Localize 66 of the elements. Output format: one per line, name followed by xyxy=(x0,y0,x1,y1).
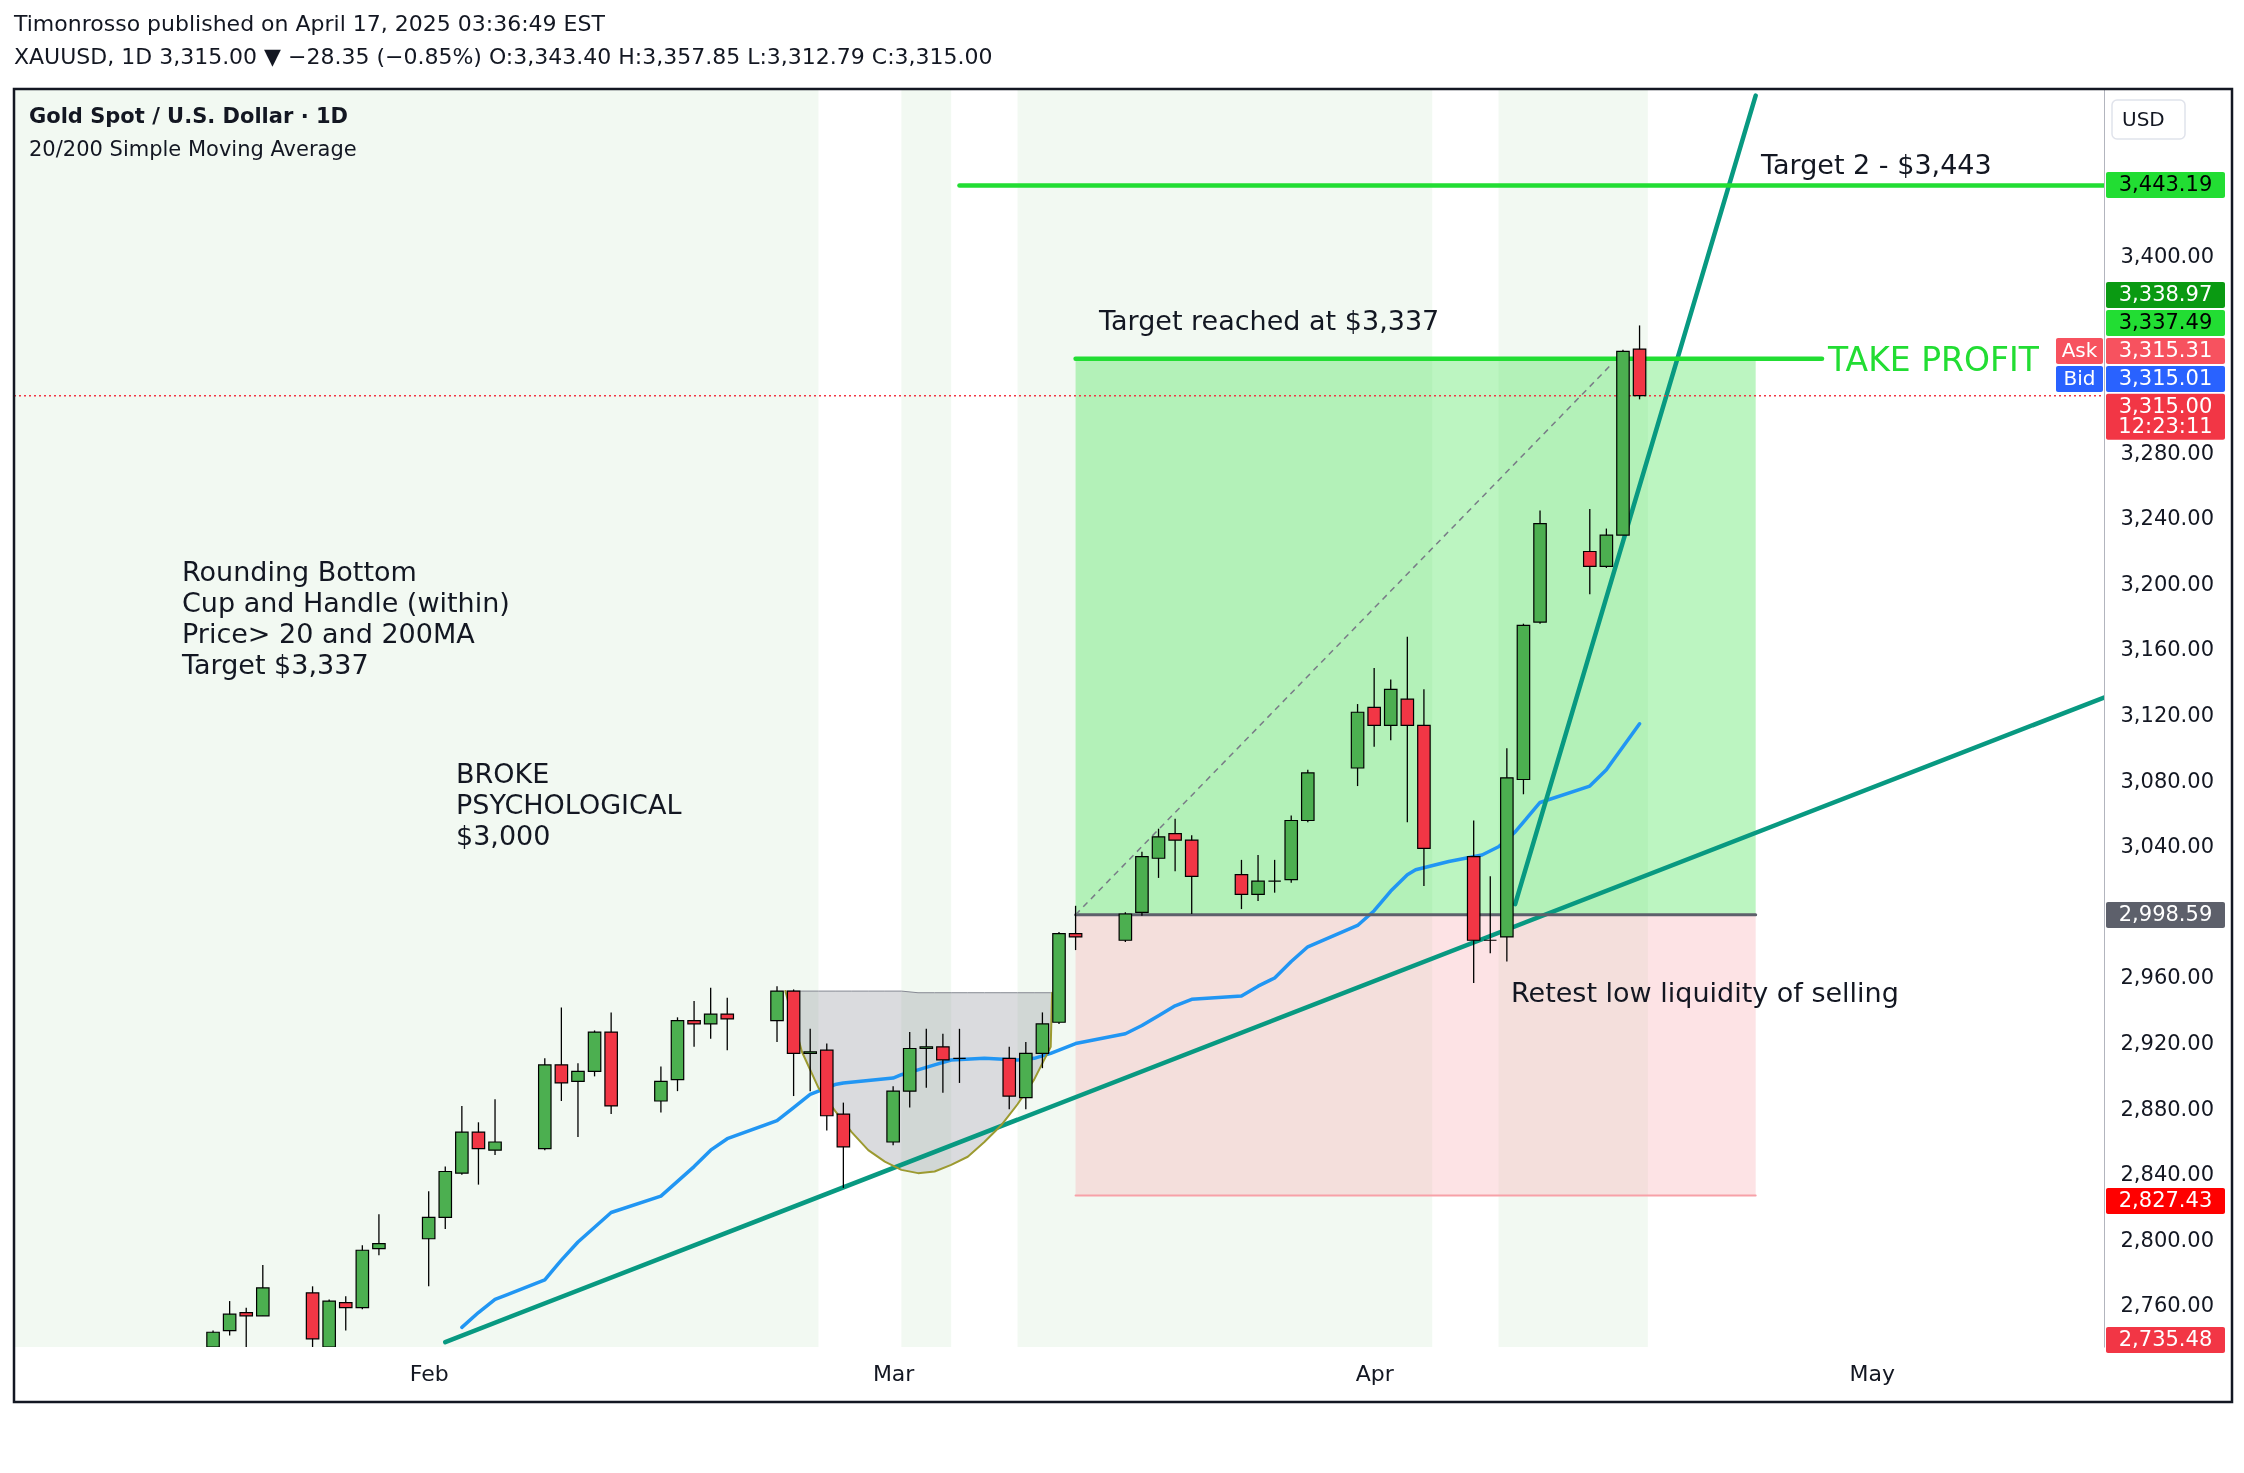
candlestick xyxy=(571,1062,585,1138)
text: 20/200 Simple Moving Average xyxy=(29,137,357,161)
y-tick-label: 3,400.00 xyxy=(2120,243,2215,268)
annotation: Ask xyxy=(2061,338,2098,362)
candlestick xyxy=(1367,667,1381,748)
annotation: BROKE PSYCHOLOGICAL $3,000 xyxy=(456,758,682,851)
annotation: Bid xyxy=(2063,366,2096,390)
candlestick xyxy=(919,1028,934,1089)
y-tick-label: 3,080.00 xyxy=(2120,768,2215,793)
y-axis-title: USD xyxy=(2122,107,2165,131)
y-tick-label: 2,880.00 xyxy=(2120,1096,2215,1121)
candlestick xyxy=(803,1028,818,1092)
candlestick xyxy=(1251,854,1265,902)
text: 2,735.48 xyxy=(2118,1327,2213,1351)
x-tick-label: Apr xyxy=(1355,1360,1395,1386)
candlestick xyxy=(720,997,735,1051)
candlestick xyxy=(471,1121,486,1186)
annotation: Target 2 - $3,443 xyxy=(1760,149,1992,180)
y-tick-label: 3,040.00 xyxy=(2120,834,2215,859)
text: 3,315.01 xyxy=(2118,366,2213,390)
ref-line-label: 3,315.00 12:23:11 xyxy=(2118,393,2213,438)
text: 2,998.59 xyxy=(2118,902,2213,926)
candlestick xyxy=(338,1295,353,1332)
candlestick xyxy=(1068,905,1083,951)
candlestick xyxy=(1151,828,1166,879)
annotation: Rounding Bottom Cup and Handle (within) Price> 20 and 200MA Target $3,337 xyxy=(181,556,510,680)
text: 2,827.43 xyxy=(2118,1188,2213,1212)
candlestick xyxy=(222,1300,237,1337)
candlestick xyxy=(372,1213,386,1256)
candlestick xyxy=(1483,875,1498,955)
text: 3,315.31 xyxy=(2118,338,2213,362)
y-tick-label: 3,160.00 xyxy=(2120,637,2215,662)
text: 3,443.19 xyxy=(2118,172,2213,196)
text: XAUUSD, 1D 3,315.00 ▼ −28.35 (−0.85%) O:3,343.40 H:3,357.85 L:3,312.79 C:3,315.00 xyxy=(14,44,993,69)
x-tick-label: Mar xyxy=(872,1360,916,1386)
candlestick xyxy=(703,987,718,1040)
y-tick-label: 2,960.00 xyxy=(2120,965,2215,990)
x-tick-label: May xyxy=(1849,1360,1896,1386)
candlestick xyxy=(687,1000,701,1048)
text: Gold Spot / U.S. Dollar · 1D xyxy=(29,104,348,128)
y-tick-label: 2,920.00 xyxy=(2120,1031,2215,1056)
annotation: Target reached at $3,337 xyxy=(1098,305,1440,336)
annotation: Retest low liquidity of selling xyxy=(1511,977,1899,1008)
text: 3,337.49 xyxy=(2118,310,2213,334)
text: Timonrosso published on April 17, 2025 03:36:49 EST xyxy=(13,11,606,36)
text: 3,338.97 xyxy=(2118,282,2213,306)
y-tick-label: 3,240.00 xyxy=(2120,506,2215,531)
candlestick xyxy=(1234,859,1249,910)
y-tick-label: 2,760.00 xyxy=(2120,1293,2215,1318)
candlestick xyxy=(554,1006,569,1102)
y-tick-label: 3,200.00 xyxy=(2120,571,2215,596)
candlestick xyxy=(654,1065,668,1114)
y-tick-label: 2,840.00 xyxy=(2120,1162,2215,1187)
candlestick xyxy=(239,1306,254,1347)
candlestick xyxy=(488,1098,502,1156)
candlestick xyxy=(1267,859,1282,894)
annotation: TAKE PROFIT xyxy=(1827,340,2040,380)
candlestick xyxy=(952,1028,967,1084)
candlestick xyxy=(1168,818,1182,872)
candlestick xyxy=(1582,508,1597,595)
y-tick-label: 3,120.00 xyxy=(2120,703,2215,728)
y-tick-label: 3,280.00 xyxy=(2120,440,2215,465)
y-tick-label: 2,800.00 xyxy=(2120,1227,2215,1252)
candlestick xyxy=(936,1033,950,1094)
candlestick xyxy=(421,1190,436,1287)
x-tick-label: Feb xyxy=(409,1360,449,1386)
